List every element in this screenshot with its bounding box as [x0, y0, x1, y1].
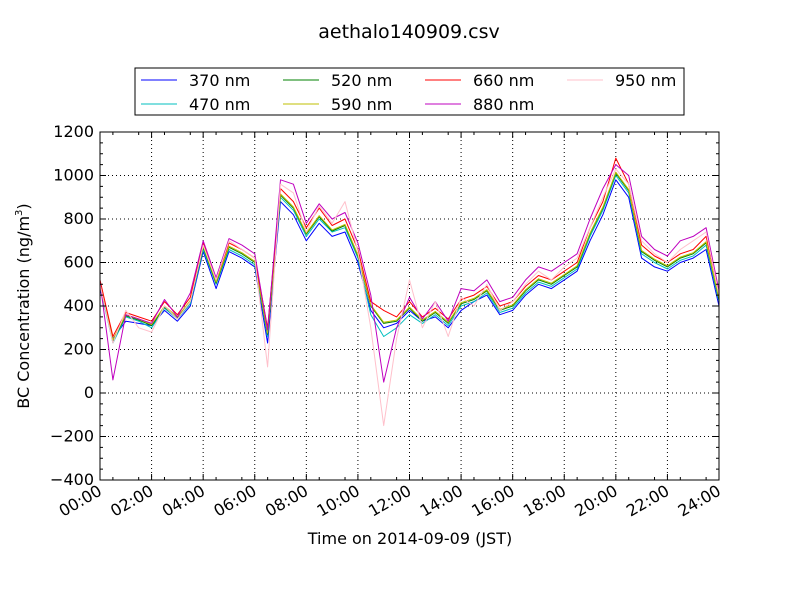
legend-label: 880 nm [473, 95, 534, 114]
legend-label: 470 nm [189, 95, 250, 114]
y-tick-label: 1000 [53, 166, 94, 185]
series-line-470-nm [99, 175, 720, 344]
y-tick-label: −200 [50, 427, 94, 446]
y-tick-labels: −400 −200 0 200 400 600 800 1000 1200 [50, 122, 94, 489]
y-axis-label-main: BC Concentration (ng/m [14, 216, 33, 409]
axis-ticks [99, 131, 720, 481]
y-tick-label: 800 [63, 209, 94, 228]
legend-label: 590 nm [331, 95, 392, 114]
series-line-880-nm [99, 164, 720, 383]
series-line-660-nm [99, 157, 720, 337]
y-axis-label: BC Concentration (ng/m3) [14, 203, 33, 408]
y-tick-label: 400 [63, 296, 94, 315]
y-axis-label-end: ) [14, 203, 33, 209]
legend-label: 370 nm [189, 71, 250, 90]
legend-label: 660 nm [473, 71, 534, 90]
y-tick-label: −400 [50, 470, 94, 489]
y-axis-label-sup: 3 [14, 210, 25, 216]
y-tick-label: 0 [84, 383, 94, 402]
legend: 370 nm 470 nm 520 nm 590 nm 660 nm 880 nm 950 … [134, 67, 685, 116]
series-layer [99, 157, 720, 427]
y-tick-label: 600 [63, 253, 94, 272]
x-axis-label: Time on 2014-09-09 (JST) [307, 529, 512, 548]
legend-frame [134, 67, 685, 116]
plot-area [100, 132, 719, 480]
y-tick-label: 200 [63, 340, 94, 359]
chart-title: aethalo140909.csv [318, 21, 500, 43]
y-tick-label: 1200 [53, 122, 94, 141]
series-line-950-nm [99, 168, 720, 427]
legend-label: 950 nm [615, 71, 676, 90]
legend-label: 520 nm [331, 71, 392, 90]
